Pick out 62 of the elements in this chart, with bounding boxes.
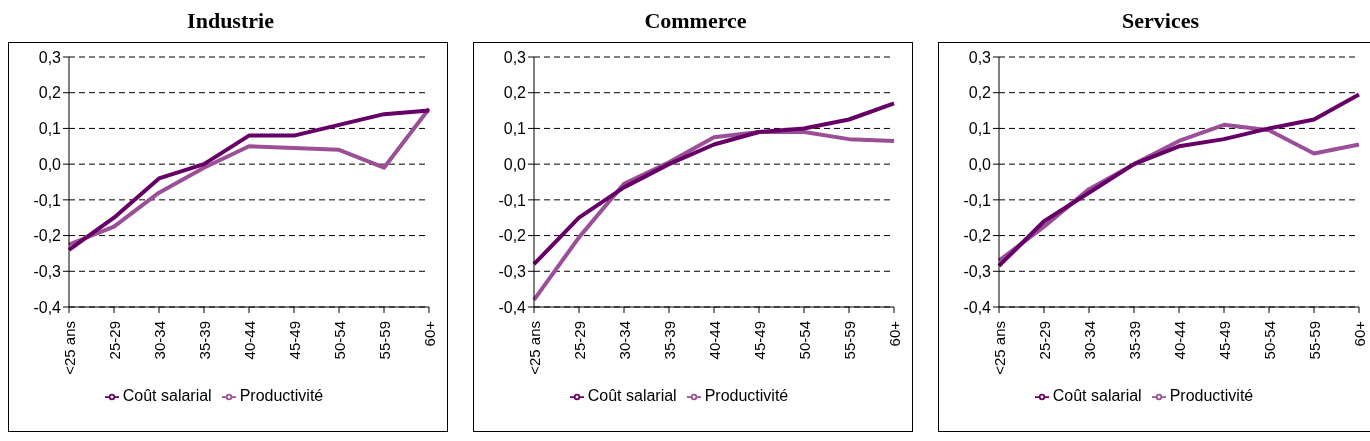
x-tick-label: 55-59 [1305, 321, 1323, 360]
chart-title: Services [1121, 8, 1200, 35]
x-tick-label: 60+ [1350, 320, 1368, 347]
y-tick-label: 0,0 [503, 155, 527, 173]
x-tick-label: 35-39 [1125, 321, 1143, 360]
x-tick-label: 50-54 [795, 321, 813, 360]
x-tick-label: 25-29 [1035, 321, 1053, 360]
x-tick-label: 40-44 [705, 321, 723, 360]
x-tick-label: 45-49 [1215, 321, 1233, 360]
legend-label: Productivité [704, 387, 789, 404]
y-tick-label: -0,1 [498, 191, 527, 209]
y-tick-label: 0,0 [38, 155, 62, 173]
y-tick-label: -0,2 [963, 227, 992, 245]
x-tick-label: 55-59 [375, 321, 393, 360]
y-tick-label: -0,4 [33, 298, 62, 316]
y-tick-label: 0,3 [38, 48, 62, 66]
x-tick-label: 30-34 [1080, 321, 1098, 360]
x-tick-label: 40-44 [240, 321, 258, 360]
y-tick-label: 0,3 [503, 48, 527, 66]
x-tick-label: 50-54 [1260, 321, 1278, 360]
y-tick-label: 0,2 [503, 84, 527, 102]
y-tick-label: -0,4 [963, 298, 992, 316]
y-tick-label: -0,4 [498, 298, 527, 316]
line-series [532, 101, 896, 267]
x-tick-label: <25 ans [525, 321, 543, 375]
y-tick-label: 0,1 [968, 120, 992, 138]
legend-label: Coût salarial [122, 387, 212, 404]
x-tick-label: 25-29 [105, 321, 123, 360]
chart-title: Industrie [186, 8, 275, 35]
y-tick-label: -0,3 [33, 262, 62, 280]
line-series [997, 92, 1361, 268]
chart-title: Commerce [643, 8, 748, 35]
y-tick-label: -0,1 [33, 191, 62, 209]
x-tick-label: 35-39 [660, 321, 678, 360]
x-tick-label: 30-34 [150, 321, 168, 360]
legend-label: Productivité [239, 387, 324, 404]
y-tick-label: -0,2 [33, 227, 62, 245]
legend-label: Coût salarial [1052, 387, 1142, 404]
x-tick-label: <25 ans [990, 321, 1008, 375]
x-tick-label: 30-34 [615, 321, 633, 360]
x-tick-label: 35-39 [195, 321, 213, 360]
x-tick-label: 45-49 [750, 321, 768, 360]
y-tick-label: 0,3 [968, 48, 992, 66]
y-tick-label: -0,3 [963, 262, 992, 280]
y-tick-label: -0,3 [498, 262, 527, 280]
y-tick-label: 0,1 [503, 120, 527, 138]
x-tick-label: 50-54 [330, 321, 348, 360]
x-tick-label: <25 ans [60, 321, 78, 375]
y-tick-label: 0,2 [968, 84, 992, 102]
y-tick-label: -0,2 [498, 227, 527, 245]
x-tick-label: 40-44 [1170, 321, 1188, 360]
legend-label: Productivité [1169, 387, 1254, 404]
y-tick-label: 0,2 [38, 84, 62, 102]
y-tick-label: 0,1 [38, 120, 62, 138]
y-tick-label: 0,0 [968, 155, 992, 173]
x-tick-label: 60+ [420, 320, 438, 347]
x-tick-label: 60+ [885, 320, 903, 347]
y-tick-label: -0,1 [963, 191, 992, 209]
legend-label: Coût salarial [587, 387, 677, 404]
x-tick-label: 25-29 [570, 321, 588, 360]
x-tick-label: 55-59 [840, 321, 858, 360]
x-tick-label: 45-49 [285, 321, 303, 360]
